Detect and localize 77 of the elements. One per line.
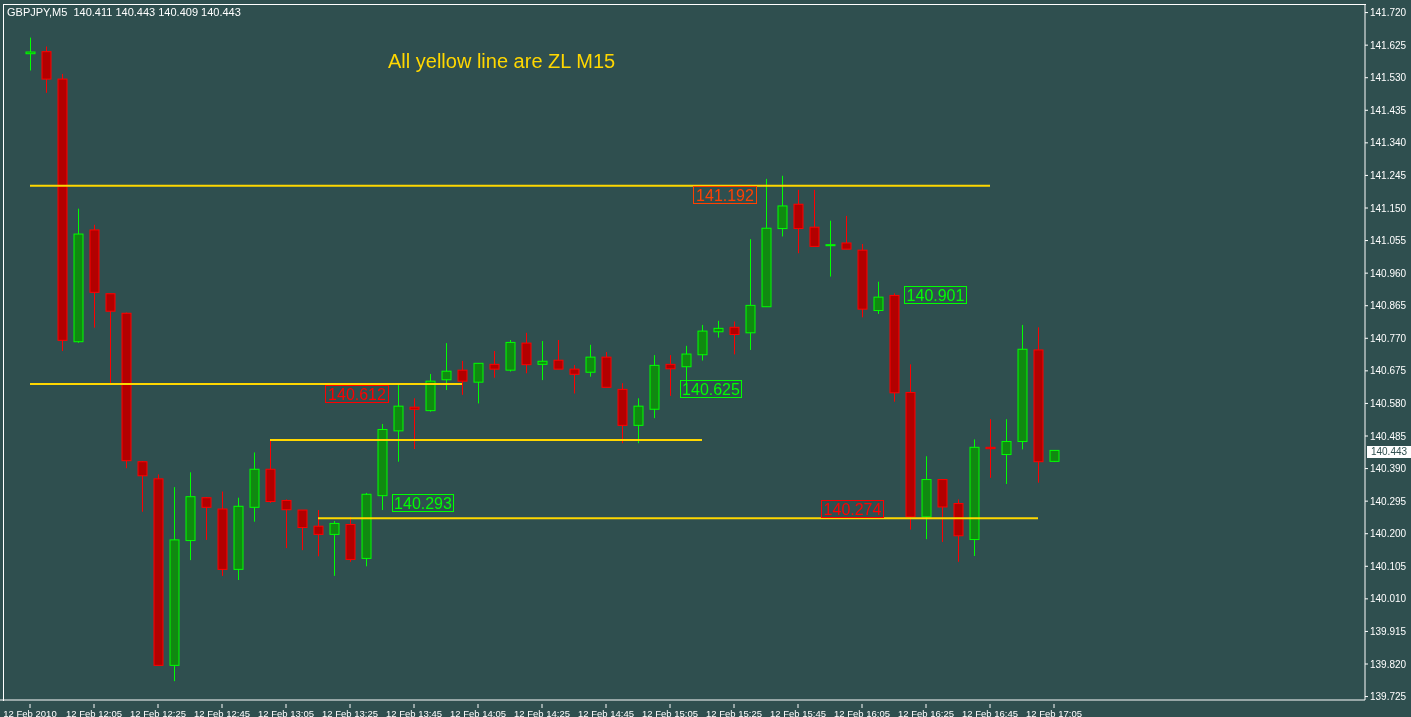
x-tick-label: 12 Feb 12:25: [130, 708, 186, 717]
candlestick: [1001, 418, 1012, 485]
x-tick-label: 12 Feb 2010: [3, 708, 57, 717]
x-tick-label: 12 Feb 14:05: [450, 708, 506, 717]
x-tick-label: 12 Feb 16:05: [834, 708, 890, 717]
y-tick-label: 140.770: [1370, 332, 1407, 344]
candlestick: [521, 332, 532, 374]
candlestick: [777, 175, 788, 237]
y-tick-label: 139.725: [1370, 691, 1407, 703]
x-tick-label: 12 Feb 13:05: [258, 708, 314, 717]
y-tick-label: 140.960: [1370, 267, 1407, 279]
y-tick-label: 140.105: [1370, 560, 1407, 572]
candlestick: [281, 498, 292, 549]
candlestick: [105, 293, 116, 385]
x-tick-label: 12 Feb 16:45: [962, 708, 1018, 717]
y-tick-label: 140.485: [1370, 430, 1407, 442]
annotation: 140.625: [680, 380, 742, 398]
candlestick: [985, 418, 996, 479]
candlestick: [409, 397, 420, 450]
x-tick-label: 12 Feb 15:45: [770, 708, 826, 717]
y-tick-label: 140.390: [1370, 463, 1407, 475]
annotation: 141.192: [693, 186, 757, 204]
y-tick-label: 140.580: [1370, 397, 1407, 409]
annotation: 140.612: [325, 385, 389, 403]
candlestick: [489, 350, 500, 379]
candlestick: [841, 215, 852, 250]
candlestick: [313, 509, 324, 557]
y-tick-label: 140.200: [1370, 528, 1407, 540]
candlestick: [473, 362, 484, 404]
chart-title: GBPJPY,M5 140.411 140.443 140.409 140.443: [7, 6, 241, 18]
x-tick-label: 12 Feb 14:25: [514, 708, 570, 717]
y-tick-label: 141.340: [1370, 137, 1407, 149]
candlestick: [809, 189, 820, 247]
candlestick: [633, 397, 644, 444]
candlestick: [297, 509, 308, 551]
candlestick: [825, 220, 836, 278]
y-tick-label: 140.675: [1370, 365, 1407, 377]
y-tick-label: 139.915: [1370, 625, 1407, 637]
candlestick: [25, 37, 36, 72]
candlestick: [697, 324, 708, 362]
candlestick: [729, 320, 740, 355]
candlestick: [553, 339, 564, 370]
annotation: 140.293: [392, 494, 454, 512]
candlestick: [329, 520, 340, 577]
text: 140.443: [1367, 446, 1411, 458]
candlestick: [441, 342, 452, 391]
y-tick-label: 141.435: [1370, 104, 1407, 116]
annotation: All yellow line are ZL M15: [388, 50, 616, 73]
y-tick-label: 141.720: [1370, 7, 1407, 19]
x-tick-label: 12 Feb 17:05: [1026, 708, 1082, 717]
x-tick-label: 12 Feb 12:45: [194, 708, 250, 717]
candlestick: [585, 344, 596, 378]
candlestick: [537, 340, 548, 381]
candlestick: [569, 364, 580, 394]
candlestick: [137, 460, 148, 513]
candlestick: [457, 360, 468, 396]
y-tick-label: 141.150: [1370, 202, 1407, 214]
x-tick-label: 12 Feb 15:25: [706, 708, 762, 717]
candlestick: [665, 354, 676, 397]
candlestick: [873, 281, 884, 315]
x-tick-label: 12 Feb 13:45: [386, 708, 442, 717]
y-tick-label: 140.865: [1370, 300, 1407, 312]
x-tick-label: 12 Feb 16:25: [898, 708, 954, 717]
y-tick-label: 139.820: [1370, 658, 1407, 670]
annotation: 140.901: [904, 286, 967, 304]
x-tick-label: 12 Feb 15:05: [642, 708, 698, 717]
x-tick-label: 12 Feb 12:05: [66, 708, 122, 717]
y-tick-label: 141.055: [1370, 235, 1407, 247]
y-tick-label: 141.625: [1370, 39, 1407, 51]
y-tick-label: 141.530: [1370, 72, 1407, 84]
y-tick-label: 141.245: [1370, 169, 1407, 181]
x-tick-label: 12 Feb 13:25: [322, 708, 378, 717]
candlestick: [201, 496, 212, 541]
annotation: 140.274: [821, 500, 884, 518]
x-tick-label: 12 Feb 14:45: [578, 708, 634, 717]
y-tick-label: 140.295: [1370, 495, 1407, 507]
y-tick-label: 140.010: [1370, 593, 1407, 605]
